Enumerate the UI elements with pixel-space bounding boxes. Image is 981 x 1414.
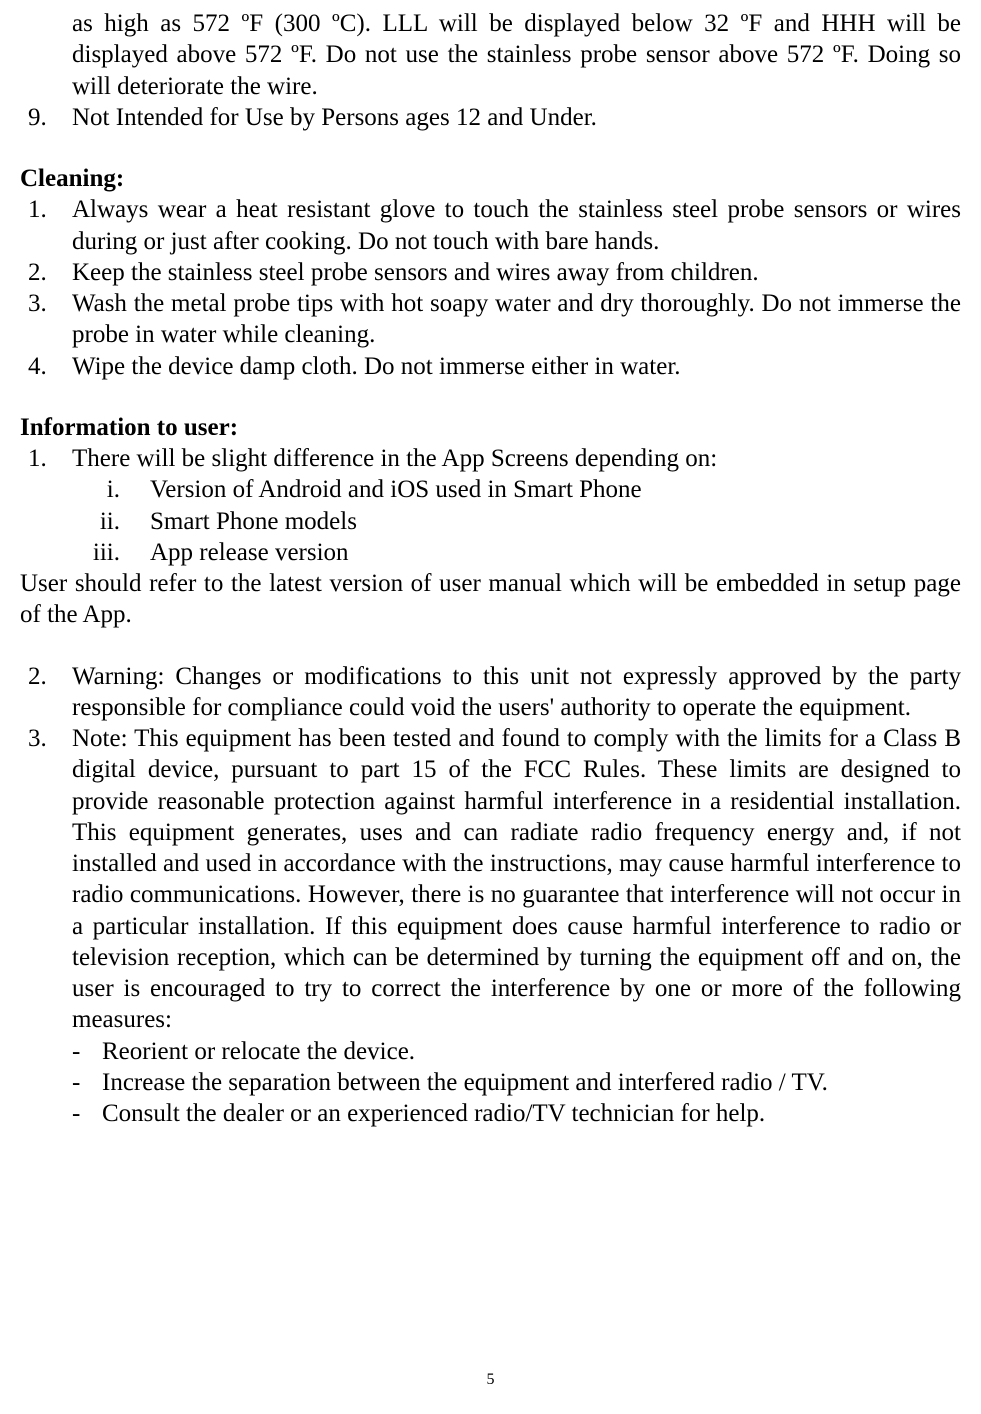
- info-sub-item: i. Version of Android and iOS used in Sm…: [80, 474, 961, 505]
- cleaning-heading: Cleaning:: [20, 163, 961, 194]
- list-text: Wash the metal probe tips with hot soapy…: [72, 288, 961, 351]
- cleaning-item: 2. Keep the stainless steel probe sensor…: [20, 257, 961, 288]
- list-text: Wipe the device damp cloth. Do not immer…: [72, 351, 961, 382]
- sub-number: i.: [80, 474, 150, 505]
- list-text: Keep the stainless steel probe sensors a…: [72, 257, 961, 288]
- list-text: Warning: Changes or modifications to thi…: [72, 661, 961, 724]
- dash-text: Consult the dealer or an experienced rad…: [102, 1098, 765, 1129]
- list-text: There will be slight difference in the A…: [72, 443, 961, 474]
- list-number: 1.: [20, 194, 72, 257]
- page-number: 5: [0, 1370, 981, 1390]
- sub-text: Version of Android and iOS used in Smart…: [150, 474, 961, 505]
- list-item-9: 9. Not Intended for Use by Persons ages …: [20, 102, 961, 133]
- list-number: 3.: [20, 723, 72, 1129]
- list-number: 9.: [20, 102, 72, 133]
- info-heading: Information to user:: [20, 412, 961, 443]
- dash-item: - Reorient or relocate the device.: [72, 1036, 961, 1067]
- list-number: 3.: [20, 288, 72, 351]
- info-item-1: 1. There will be slight difference in th…: [20, 443, 961, 474]
- list-text: Note: This equipment has been tested and…: [72, 723, 961, 1036]
- list-number: 1.: [20, 443, 72, 474]
- info-note-paragraph: User should refer to the latest version …: [20, 568, 961, 631]
- cleaning-item: 3. Wash the metal probe tips with hot so…: [20, 288, 961, 351]
- info-item-2: 2. Warning: Changes or modifications to …: [20, 661, 961, 724]
- dash-marker: -: [72, 1036, 102, 1067]
- info-sub-list: i. Version of Android and iOS used in Sm…: [80, 474, 961, 568]
- cleaning-item: 1. Always wear a heat resistant glove to…: [20, 194, 961, 257]
- list-text: as high as 572 ºF (300 ºC). LLL will be …: [72, 8, 961, 102]
- sub-text: App release version: [150, 537, 961, 568]
- list-number: 2.: [20, 257, 72, 288]
- sub-number: ii.: [80, 506, 150, 537]
- sub-text: Smart Phone models: [150, 506, 961, 537]
- sub-number: iii.: [80, 537, 150, 568]
- info-sub-item: ii. Smart Phone models: [80, 506, 961, 537]
- info-item-3: 3. Note: This equipment has been tested …: [20, 723, 961, 1129]
- dash-text: Reorient or relocate the device.: [102, 1036, 415, 1067]
- cleaning-item: 4. Wipe the device damp cloth. Do not im…: [20, 351, 961, 382]
- document-body: as high as 572 ºF (300 ºC). LLL will be …: [20, 0, 961, 1129]
- dash-text: Increase the separation between the equi…: [102, 1067, 828, 1098]
- continued-list-item: as high as 572 ºF (300 ºC). LLL will be …: [20, 8, 961, 102]
- dash-marker: -: [72, 1098, 102, 1129]
- dash-item: - Increase the separation between the eq…: [72, 1067, 961, 1098]
- list-text: Always wear a heat resistant glove to to…: [72, 194, 961, 257]
- dash-marker: -: [72, 1067, 102, 1098]
- list-number: [20, 8, 72, 102]
- dash-item: - Consult the dealer or an experienced r…: [72, 1098, 961, 1129]
- list-text: Not Intended for Use by Persons ages 12 …: [72, 102, 961, 133]
- list-number: 4.: [20, 351, 72, 382]
- dash-list: - Reorient or relocate the device. - Inc…: [72, 1036, 961, 1130]
- list-number: 2.: [20, 661, 72, 724]
- info-sub-item: iii. App release version: [80, 537, 961, 568]
